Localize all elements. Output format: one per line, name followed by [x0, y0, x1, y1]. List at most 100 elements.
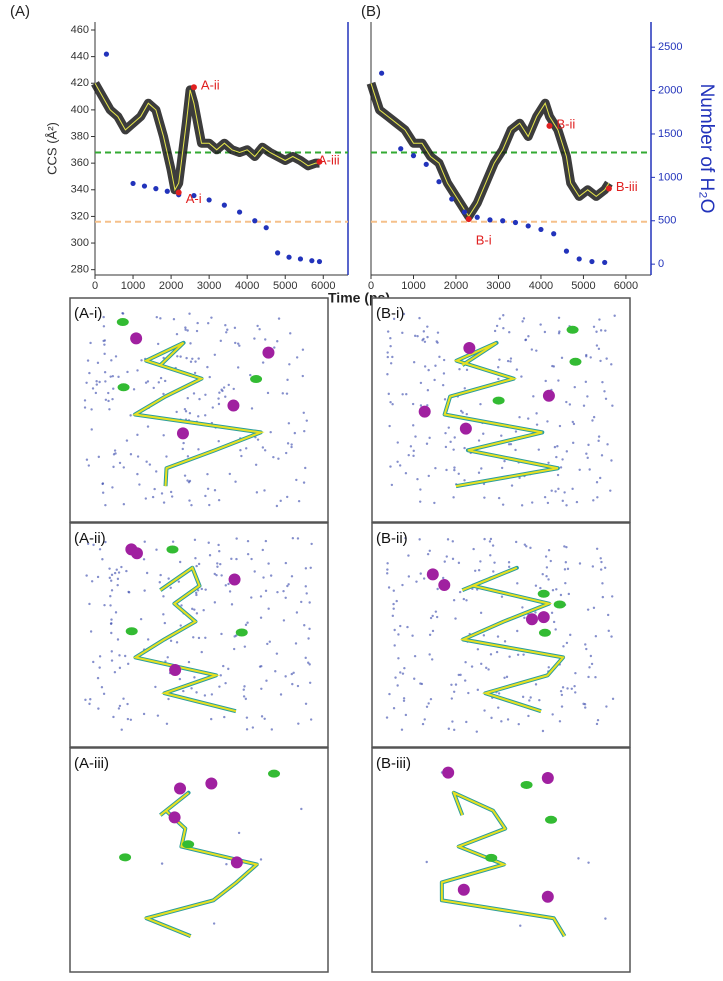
water-dot — [245, 716, 249, 719]
water-dot — [497, 366, 500, 369]
water-dot — [597, 347, 601, 351]
water-dot — [266, 391, 270, 395]
water-dot — [427, 702, 430, 705]
solvent-molecule — [182, 840, 195, 849]
water-dot — [190, 687, 193, 690]
water-count-dot — [236, 209, 243, 215]
water-dot — [204, 494, 207, 498]
water-dot — [237, 342, 240, 345]
water-dot — [117, 707, 121, 710]
water-dot — [419, 381, 423, 385]
water-dot — [103, 603, 106, 607]
water-dot — [607, 629, 610, 633]
water-dot — [85, 574, 88, 577]
water-dot — [457, 673, 460, 677]
water-dot — [559, 593, 563, 597]
water-dot — [595, 722, 599, 726]
water-dot — [601, 380, 604, 384]
water-dot — [227, 582, 230, 586]
water-dot — [463, 387, 466, 390]
water-dot — [425, 442, 429, 445]
water-dot — [464, 660, 467, 664]
water-dot — [115, 568, 118, 571]
water-dot — [589, 356, 592, 359]
water-dot — [275, 652, 279, 655]
x-tick-label: 0 — [92, 280, 98, 292]
water-dot — [516, 629, 519, 633]
water-dot — [422, 577, 426, 580]
water-dot — [414, 435, 417, 438]
water-dot — [597, 435, 601, 438]
water-dot — [165, 455, 168, 458]
water-dot — [109, 595, 112, 598]
water-dot — [92, 543, 95, 547]
water-dot — [477, 439, 481, 442]
water-dot — [595, 330, 598, 333]
water-dot — [279, 693, 283, 696]
ion — [230, 856, 243, 869]
water-dot — [160, 492, 164, 495]
water-dot — [197, 448, 200, 451]
water-dot — [500, 434, 503, 437]
water-dot — [586, 608, 590, 611]
solvent-molecule — [492, 396, 505, 405]
water-dot — [152, 386, 155, 390]
water-dot — [206, 487, 210, 490]
water-dot — [101, 491, 105, 494]
water-dot — [401, 393, 404, 396]
water-dot — [457, 472, 460, 475]
water-dot — [142, 712, 146, 716]
water-dot — [530, 348, 534, 351]
water-dot — [186, 329, 189, 332]
water-dot — [518, 416, 521, 419]
water-dot — [421, 339, 424, 342]
water-dot — [309, 566, 312, 569]
ion — [169, 663, 182, 676]
water-dot — [194, 360, 197, 363]
water-dot — [611, 697, 615, 701]
water-dot — [411, 402, 415, 406]
water-dot — [145, 571, 149, 575]
ion — [130, 547, 143, 560]
water-dot — [208, 554, 212, 557]
water-dot — [235, 634, 238, 637]
water-dot — [506, 718, 510, 721]
water-dot — [290, 445, 293, 449]
water-dot — [495, 650, 499, 654]
water-dot — [114, 355, 118, 358]
water-dot — [163, 379, 167, 383]
water-dot — [286, 495, 289, 499]
water-dot — [549, 559, 552, 563]
water-dot — [148, 463, 152, 466]
water-dot — [418, 538, 421, 541]
water-dot — [599, 359, 602, 363]
water-dot — [543, 330, 547, 334]
water-dot — [603, 390, 606, 393]
water-dot — [179, 624, 182, 627]
water-dot — [96, 361, 100, 365]
water-dot — [210, 316, 213, 319]
water-dot — [294, 642, 298, 645]
water-dot — [212, 922, 216, 925]
water-dot — [413, 654, 417, 658]
water-dot — [146, 638, 150, 641]
water-dot — [465, 720, 468, 724]
water-count-dot — [275, 250, 281, 256]
water-dot — [288, 363, 291, 366]
water-dot — [435, 340, 438, 343]
water-count-dot — [379, 70, 385, 76]
water-dot — [489, 537, 493, 541]
water-dot — [290, 443, 293, 446]
water-dot — [213, 572, 216, 576]
ion — [442, 766, 455, 779]
ion — [168, 811, 181, 824]
water-dot — [109, 604, 112, 607]
water-dot — [259, 616, 263, 619]
water-dot — [203, 694, 207, 697]
water-dot — [162, 501, 166, 504]
water-dot — [304, 702, 308, 705]
water-dot — [308, 601, 311, 604]
water-dot — [182, 441, 185, 445]
annotation-label: B-iii — [616, 179, 638, 194]
water-dot — [551, 364, 554, 368]
